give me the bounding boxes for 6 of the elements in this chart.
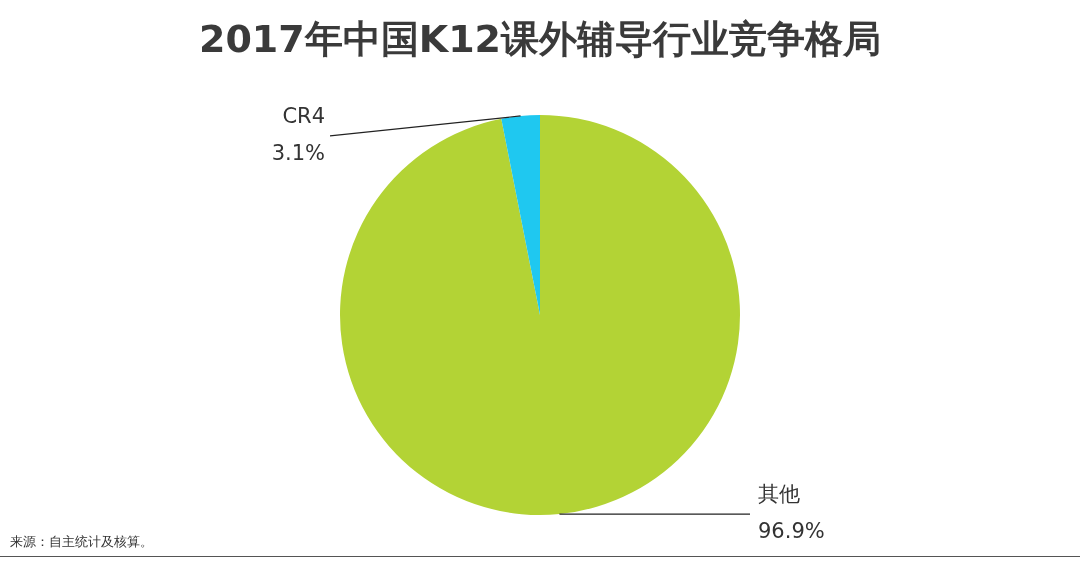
source-note: 来源：自主统计及核算。 [10,533,153,551]
data-label: 3.1% [271,140,325,165]
slice-label: CR4 [282,103,325,128]
chart-title: 2017年中国K12课外辅导行业竞争格局 [197,16,883,63]
slice-label: 其他 [758,482,800,507]
data-label: 96.9% [758,519,825,544]
